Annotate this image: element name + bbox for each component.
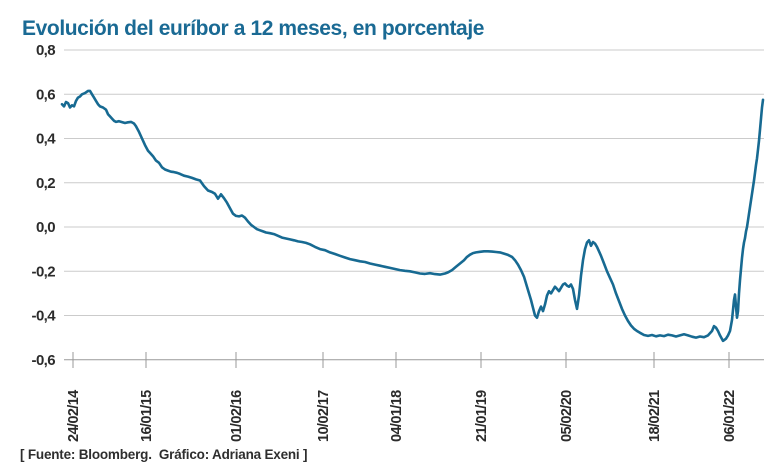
x-axis-label: 04/01/18 [389,390,405,442]
y-axis-label: 0,6 [36,86,55,103]
x-axis-label: 24/02/14 [66,390,82,442]
x-axis-label: 06/01/22 [722,390,738,442]
chart-title: Evolución del euríbor a 12 meses, en por… [22,17,485,41]
y-axis-label: -0,6 [32,352,56,369]
y-axis-label: 0,0 [36,219,55,236]
x-axis-label: 21/01/19 [474,390,490,442]
y-axis-label: 0,4 [36,131,56,148]
x-axis-label: 18/02/21 [647,390,663,442]
y-axis-label: 0,2 [36,175,55,192]
x-axis-label: 10/02/17 [316,390,332,442]
x-axis-label: 16/01/15 [139,390,155,442]
x-axis-label: 05/02/20 [559,390,575,442]
source-note: [ Fuente: Bloomberg. Gráfico: Adriana Ex… [20,447,308,462]
x-axis-label: 01/02/16 [229,390,245,442]
y-axis-label: -0,2 [32,263,56,280]
euribor-line [60,89,765,343]
y-axis-label: 0,8 [36,42,55,59]
y-axis-label: -0,4 [32,308,57,325]
